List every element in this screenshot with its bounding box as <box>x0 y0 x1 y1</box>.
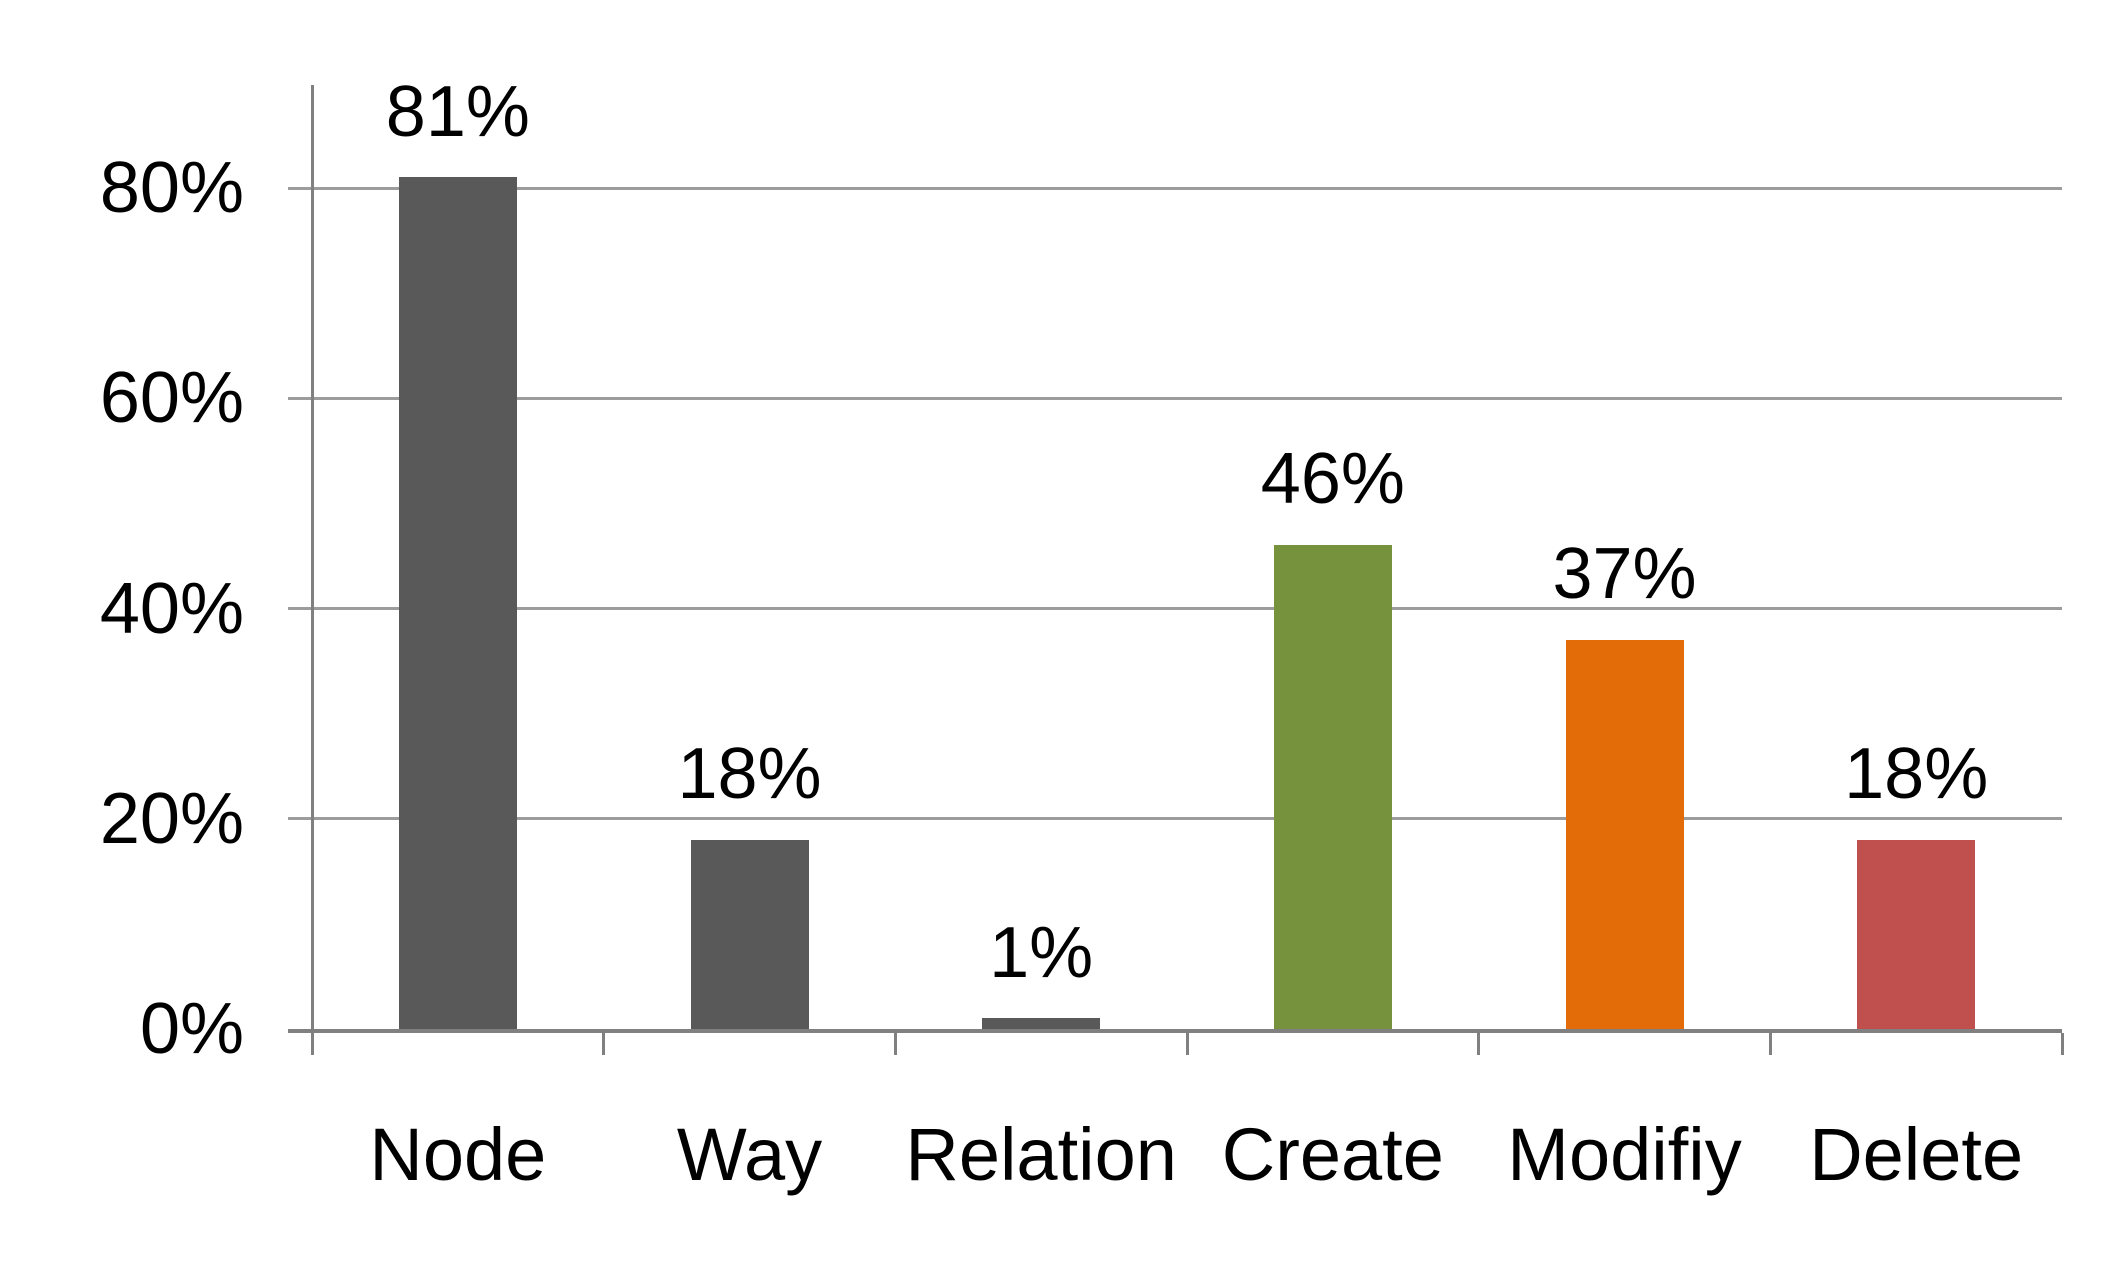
gridline-20% <box>288 817 2062 821</box>
value-label-relation: 1% <box>989 912 1094 993</box>
bar-delete <box>1857 839 1976 1029</box>
y-axis-label-0%: 0% <box>139 989 244 1069</box>
bar-create <box>1273 545 1392 1029</box>
category-label-delete: Delete <box>1809 1113 2024 1196</box>
bar-way <box>690 839 809 1029</box>
gridline-40% <box>288 607 2062 610</box>
y-axis-label-80%: 80% <box>99 148 244 228</box>
x-axis-line <box>288 1029 2062 1033</box>
bar-node <box>398 177 517 1029</box>
bar-relation <box>982 1018 1101 1029</box>
x-axis-tick <box>1477 1033 1481 1055</box>
value-label-create: 46% <box>1260 439 1405 520</box>
category-label-relation: Relation <box>905 1113 1177 1196</box>
category-label-node: Node <box>369 1113 547 1196</box>
x-axis-tick <box>602 1033 606 1055</box>
x-axis-tick <box>2060 1033 2064 1055</box>
value-label-node: 81% <box>385 71 530 152</box>
gridline-60% <box>288 396 2062 400</box>
x-axis-tick <box>1185 1033 1189 1055</box>
category-label-way: Way <box>676 1113 823 1196</box>
y-axis-label-20%: 20% <box>99 778 244 859</box>
x-axis-tick <box>893 1033 897 1055</box>
y-axis-label-60%: 60% <box>99 358 244 439</box>
bar-modifiy <box>1565 640 1684 1029</box>
x-axis-tick <box>1768 1033 1772 1055</box>
value-label-way: 18% <box>677 733 822 814</box>
y-axis-label-40%: 40% <box>99 568 244 649</box>
category-label-create: Create <box>1221 1113 1444 1196</box>
gridline-80% <box>288 186 2062 190</box>
y-axis-line <box>310 85 314 1055</box>
value-label-modifiy: 37% <box>1552 534 1697 615</box>
value-label-delete: 18% <box>1844 733 1989 814</box>
category-label-modifiy: Modifiy <box>1507 1113 1742 1196</box>
